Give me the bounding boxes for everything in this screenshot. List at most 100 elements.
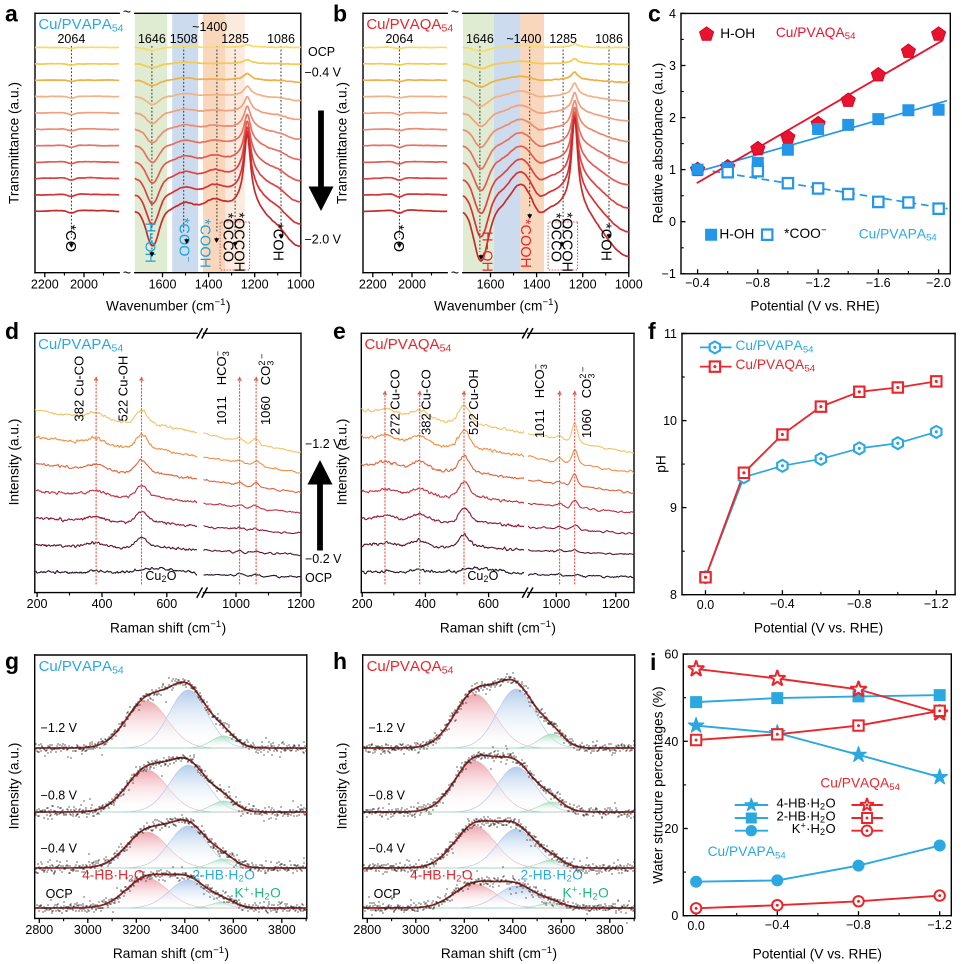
svg-text:522 Cu-OH: 522 Cu-OH	[466, 369, 481, 435]
svg-text:− 0 .: − 0 . 8	[745, 274, 770, 291]
svg-text:3400: 3400	[499, 923, 527, 937]
svg-text:*OCCO: *OCCO	[548, 213, 564, 262]
svg-text:1 0 1 1: 1 0 1 1 H C O − 3	[208, 346, 231, 425]
svg-text:− 0 . 4: − 0 . 4 V	[305, 64, 342, 81]
svg-text:3000: 3000	[402, 923, 430, 937]
svg-text:*OCCOH: *OCCOH	[558, 212, 574, 272]
svg-text:C u / P: C u / P V A Q A 5 4	[820, 775, 900, 794]
svg-text:R a m a n: R a m a n s h i f t ( c m ) − 1	[113, 940, 234, 962]
svg-text:− 1 .: − 1 . 2	[927, 916, 952, 933]
svg-text:2064: 2064	[57, 32, 85, 46]
svg-text:− 0 .: − 0 . 4	[770, 595, 795, 612]
svg-text:*COH: *COH	[270, 223, 286, 261]
svg-text:2800: 2800	[353, 923, 381, 937]
svg-text:Potential (V vs. RHE): Potential (V vs. RHE)	[750, 299, 879, 314]
svg-text:~: ~	[451, 4, 459, 20]
svg-text:C u / P: C u / P V A P A 5 4	[38, 336, 123, 355]
svg-text:R a m a n: R a m a n s h i f t ( c m ) − 1	[441, 940, 562, 962]
svg-text:e: e	[333, 318, 346, 344]
svg-text:~1400: ~1400	[506, 32, 541, 46]
svg-text:c: c	[648, 1, 661, 27]
svg-text:2000: 2000	[398, 277, 426, 291]
svg-text:11: 11	[664, 327, 677, 341]
svg-text:− 2 . 0: − 2 . 0 V	[305, 231, 342, 248]
svg-text:400: 400	[92, 597, 113, 611]
svg-text:3: 3	[669, 59, 676, 73]
svg-text:~1400: ~1400	[192, 20, 227, 34]
svg-text:− 0 .: − 0 . 4	[765, 916, 790, 933]
svg-text:1200: 1200	[602, 597, 630, 611]
svg-text:Intensity (a.u.): Intensity (a.u.)	[335, 419, 350, 506]
svg-text:1200: 1200	[569, 277, 597, 291]
svg-text:0.0: 0.0	[697, 598, 714, 612]
svg-text:− 1 . 2: − 1 . 2 V	[369, 719, 406, 736]
svg-text:4 - H B: 4 - H B · H O 2	[82, 866, 149, 884]
svg-text:C u / P: C u / P V A P A 5 4	[38, 16, 123, 35]
svg-text:f: f	[648, 318, 656, 344]
svg-text:Transmittance (a.u.): Transmittance (a.u.)	[335, 82, 350, 204]
svg-text:OCP: OCP	[305, 571, 332, 585]
svg-text:* C O O: * C O O −	[784, 225, 827, 242]
svg-text:60: 60	[664, 648, 678, 662]
svg-text:pH: pH	[654, 455, 669, 473]
svg-text:− 1 .: − 1 . 6	[866, 274, 891, 291]
svg-text:1 0 1 1: 1 0 1 1 H C O − 3	[526, 359, 549, 438]
svg-text:− 1 . 2: − 1 . 2 V	[305, 435, 342, 452]
svg-text:0: 0	[671, 909, 678, 923]
svg-text:2 - H B: 2 - H B · H O 2	[521, 866, 588, 884]
svg-text:− 1 .: − 1 . 2	[924, 595, 949, 612]
svg-text:1646: 1646	[466, 32, 494, 46]
svg-text:W a v e n: W a v e n u m b e r ( c m ) − 1	[434, 292, 563, 314]
svg-text:− 0 . 4: − 0 . 4 V	[369, 839, 406, 856]
svg-text:− 0 .: − 0 . 4	[685, 274, 710, 291]
svg-text:3600: 3600	[547, 923, 575, 937]
svg-text:OCP: OCP	[374, 887, 401, 901]
svg-text:3200: 3200	[450, 923, 478, 937]
svg-text:1000: 1000	[222, 597, 250, 611]
svg-text:1400: 1400	[195, 277, 223, 291]
svg-text:1600: 1600	[149, 277, 177, 291]
svg-text:Intensity (a.u.): Intensity (a.u.)	[335, 743, 350, 830]
svg-text:*COH: *COH	[598, 223, 614, 261]
svg-text:d: d	[5, 318, 19, 344]
svg-text:382 Cu-CO: 382 Cu-CO	[418, 369, 433, 435]
svg-text:8: 8	[670, 588, 677, 602]
svg-text:*OCCOH: *OCCOH	[230, 212, 246, 272]
svg-text:3000: 3000	[74, 923, 102, 937]
svg-text:− 0 .: − 0 . 8	[847, 595, 872, 612]
svg-text:C u / P: C u / P V A Q A 5 4	[366, 16, 453, 35]
svg-text:2 - H B: 2 - H B · H O 2	[193, 866, 260, 884]
svg-text:4 - H B: 4 - H B · H O 2	[410, 866, 477, 884]
svg-text:1400: 1400	[523, 277, 551, 291]
svg-text:− 0 . 4: − 0 . 4 V	[41, 839, 78, 856]
svg-text:4: 4	[669, 7, 676, 21]
svg-text:− 0 .: − 0 . 8	[846, 916, 871, 933]
svg-text:200: 200	[27, 597, 48, 611]
svg-text:2000: 2000	[70, 277, 98, 291]
svg-text:Transmittance (a.u.): Transmittance (a.u.)	[7, 82, 22, 204]
svg-text:C u / P: C u / P V A P A 5 4	[39, 658, 124, 677]
svg-text:− 1 .: − 1 . 2	[806, 274, 831, 291]
svg-text:H-OH: H-OH	[720, 26, 755, 41]
svg-text:200: 200	[352, 597, 373, 611]
svg-text:1285: 1285	[549, 32, 577, 46]
svg-text:3800: 3800	[268, 923, 296, 937]
svg-text:4 - H B: 4 - H B · H O 2	[777, 794, 840, 811]
svg-text:400: 400	[415, 597, 436, 611]
svg-text:C u O 2: C u O 2	[145, 567, 180, 584]
svg-text:i: i	[650, 649, 656, 675]
svg-text:2: 2	[669, 111, 676, 125]
svg-text:2200: 2200	[31, 277, 59, 291]
svg-text:− 0 . 8: − 0 . 8 V	[369, 786, 406, 803]
svg-text:R a m a n: R a m a n s h i f t ( c m ) − 1	[110, 614, 231, 636]
svg-text:1200: 1200	[287, 597, 315, 611]
svg-text:− 1 . 2: − 1 . 2 V	[41, 719, 78, 736]
svg-text:C u / P: C u / P V A P A 5 4	[859, 225, 938, 244]
svg-text:1000: 1000	[287, 277, 315, 291]
svg-text:3600: 3600	[219, 923, 247, 937]
svg-text:1646: 1646	[138, 32, 166, 46]
svg-text:9: 9	[670, 501, 677, 515]
svg-text:H − O H: H − O H	[479, 231, 496, 272]
svg-text:0: 0	[669, 215, 676, 229]
svg-text:1600: 1600	[477, 277, 505, 291]
